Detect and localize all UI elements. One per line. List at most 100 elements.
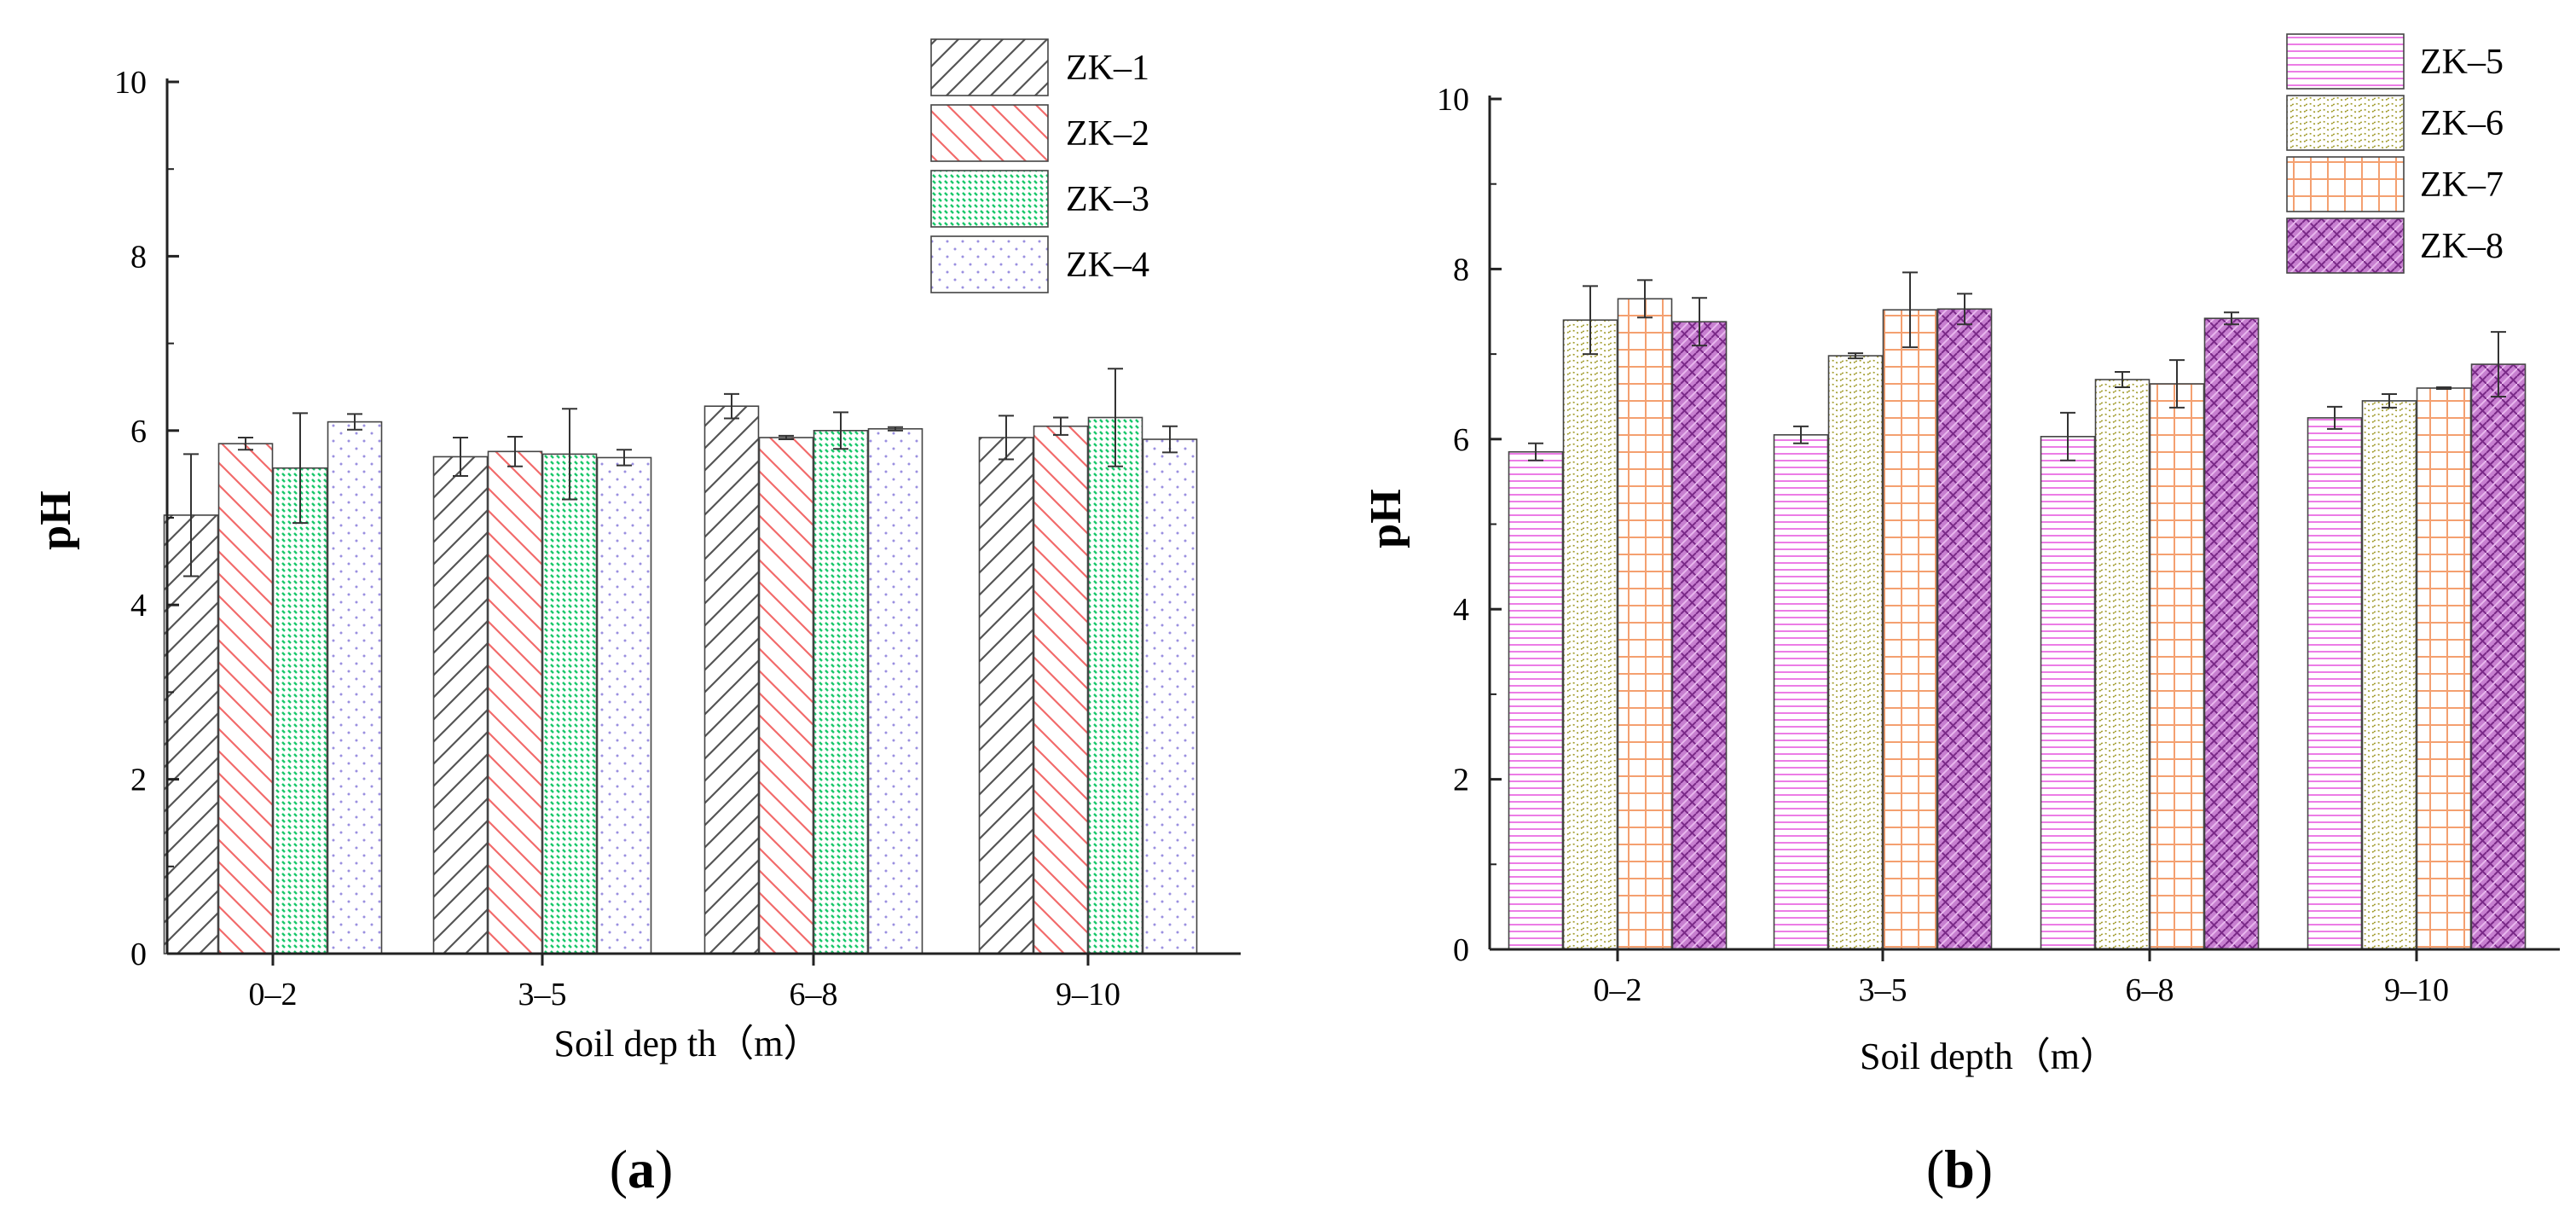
legend-item-a-2: ZK–2 (930, 104, 1149, 162)
bar-b-s4-c4 (2470, 363, 2527, 950)
panel-label-close-paren: ) (655, 1139, 673, 1199)
legend-label: ZK–1 (1066, 49, 1149, 88)
error-bar-b-s1-c2 (1793, 425, 1809, 444)
legend-swatch (930, 170, 1049, 228)
y-tick-label-a-0: 0 (130, 937, 147, 972)
error-bar-b-s4-c4 (2491, 331, 2506, 397)
bar-b-s1-c2 (1773, 434, 1829, 950)
error-bar-a-s2-c3 (779, 434, 794, 441)
legend-swatch (930, 38, 1049, 96)
legend-label: ZK–3 (1066, 180, 1149, 219)
legend-item-a-3: ZK–3 (930, 170, 1149, 228)
legend-swatch (930, 235, 1049, 293)
bar-a-s4-c3 (867, 427, 923, 954)
legend-label: ZK–8 (2420, 227, 2504, 266)
legend-label: ZK–4 (1066, 246, 1149, 285)
panel-a-axes-layer: 0 2 4 6 8 10 0–2 3–5 6–8 9–10 Soil dep th（m） pH (a) (32, 65, 1241, 1199)
y-tick-label-b-6: 6 (1453, 422, 1469, 458)
x-axis-title-a: Soil dep th（m） (554, 1023, 821, 1065)
bar-b-s1-c3 (2040, 436, 2096, 950)
error-bar-a-s3-c3 (833, 411, 848, 450)
bar-a-s1-c4 (978, 437, 1034, 954)
bar-a-s3-c4 (1087, 416, 1143, 954)
bar-b-s3-c2 (1882, 309, 1938, 950)
error-bar-a-s3-c4 (1108, 368, 1123, 467)
error-bar-a-s1-c3 (724, 392, 739, 420)
bar-a-s4-c2 (596, 456, 652, 954)
legend-item-b-2: ZK–6 (2286, 95, 2504, 151)
legend-swatch (2286, 218, 2405, 274)
legend-item-a-4: ZK–4 (930, 235, 1149, 293)
panel-label-b: (b) (1926, 1139, 1993, 1199)
error-bar-b-s2-c4 (2382, 392, 2397, 409)
legend-label: ZK–6 (2420, 104, 2504, 143)
error-bar-b-s1-c3 (2060, 411, 2075, 461)
y-tick-label-b-10: 10 (1437, 82, 1469, 118)
panel-label-open-paren: ( (1926, 1139, 1944, 1199)
error-bar-a-s2-c4 (1053, 416, 1068, 436)
x-tick-label-b-3: 6–8 (2126, 972, 2174, 1008)
error-bar-b-s1-c4 (2327, 405, 2342, 430)
bar-b-s2-c4 (2361, 400, 2417, 950)
y-tick-label-a-10: 10 (114, 65, 147, 101)
bar-b-s1-c4 (2307, 417, 2363, 950)
bar-a-s2-c4 (1033, 425, 1089, 954)
x-tick-label-a-1: 0–2 (249, 977, 298, 1012)
x-tick-label-b-2: 3–5 (1859, 972, 1907, 1008)
bar-a-s3-c3 (813, 429, 869, 954)
bar-b-s2-c2 (1827, 355, 1884, 950)
panel-label-letter: a (628, 1139, 655, 1199)
y-axis-title-a: pH (32, 490, 80, 549)
y-tick-label-a-4: 4 (130, 588, 147, 624)
error-bar-a-s3-c2 (562, 408, 577, 501)
panel-b-axes-layer: 0 2 4 6 8 10 0–2 3–5 6–8 9–10 Soil depth（m） pH (b) (1362, 82, 2560, 1199)
error-bar-a-s4-c1 (347, 413, 362, 431)
error-bar-b-s4-c2 (1957, 293, 1972, 326)
x-tick-label-b-4: 9–10 (2384, 972, 2449, 1008)
y-tick-label-b-0: 0 (1453, 932, 1469, 968)
bar-a-s3-c1 (272, 467, 328, 954)
x-tick-label-a-3: 6–8 (790, 977, 838, 1012)
bar-b-s4-c3 (2203, 317, 2260, 950)
error-bar-b-s2-c1 (1583, 285, 1598, 356)
error-bar-a-s4-c3 (888, 426, 903, 432)
error-bar-a-s1-c2 (453, 436, 468, 477)
bar-b-s3-c4 (2416, 387, 2472, 950)
bar-a-s1-c2 (432, 455, 489, 954)
legend-swatch (2286, 156, 2405, 212)
bar-b-s2-c1 (1562, 319, 1618, 950)
bar-b-s3-c1 (1617, 298, 1673, 950)
error-bar-a-s2-c1 (238, 436, 253, 451)
error-bar-a-s1-c4 (999, 415, 1014, 461)
error-bar-b-s4-c3 (2224, 311, 2239, 326)
bar-a-s1-c3 (703, 405, 760, 954)
bar-a-s3-c2 (541, 453, 598, 954)
bar-b-s1-c1 (1508, 450, 1564, 950)
legend-item-a-1: ZK–1 (930, 38, 1149, 96)
panel-a-legend: ZK–1 ZK–2 ZK–3 ZK–4 (930, 38, 1149, 293)
legend-label: ZK–7 (2420, 165, 2504, 205)
panel-label-open-paren: ( (610, 1139, 628, 1199)
error-bar-b-s2-c3 (2115, 371, 2130, 388)
bar-a-s4-c4 (1142, 438, 1198, 954)
error-bar-a-s3-c1 (292, 412, 308, 525)
legend-item-b-3: ZK–7 (2286, 156, 2504, 212)
legend-label: ZK–2 (1066, 114, 1149, 154)
legend-swatch (2286, 95, 2405, 151)
panel-label-close-paren: ) (1975, 1139, 1993, 1199)
panel-b-legend: ZK–5 ZK–6 ZK–7 ZK–8 (2286, 33, 2504, 274)
bar-a-s1-c1 (163, 514, 219, 954)
panel-a-bars-layer (163, 368, 1198, 954)
panel-b-chart: 0 2 4 6 8 10 0–2 3–5 6–8 9–10 Soil depth（m） pH (b) Z… (1362, 33, 2560, 1199)
x-axis-title-b: Soil depth（m） (1860, 1036, 2117, 1077)
error-bar-b-s3-c4 (2436, 386, 2452, 390)
bar-b-s4-c2 (1936, 308, 1993, 950)
error-bar-b-s3-c2 (1902, 271, 1918, 349)
y-tick-label-b-8: 8 (1453, 252, 1469, 287)
bar-b-s3-c3 (2149, 383, 2205, 950)
bar-a-s2-c1 (217, 443, 274, 954)
y-tick-label-b-2: 2 (1453, 763, 1469, 798)
bar-b-s2-c3 (2094, 379, 2151, 950)
